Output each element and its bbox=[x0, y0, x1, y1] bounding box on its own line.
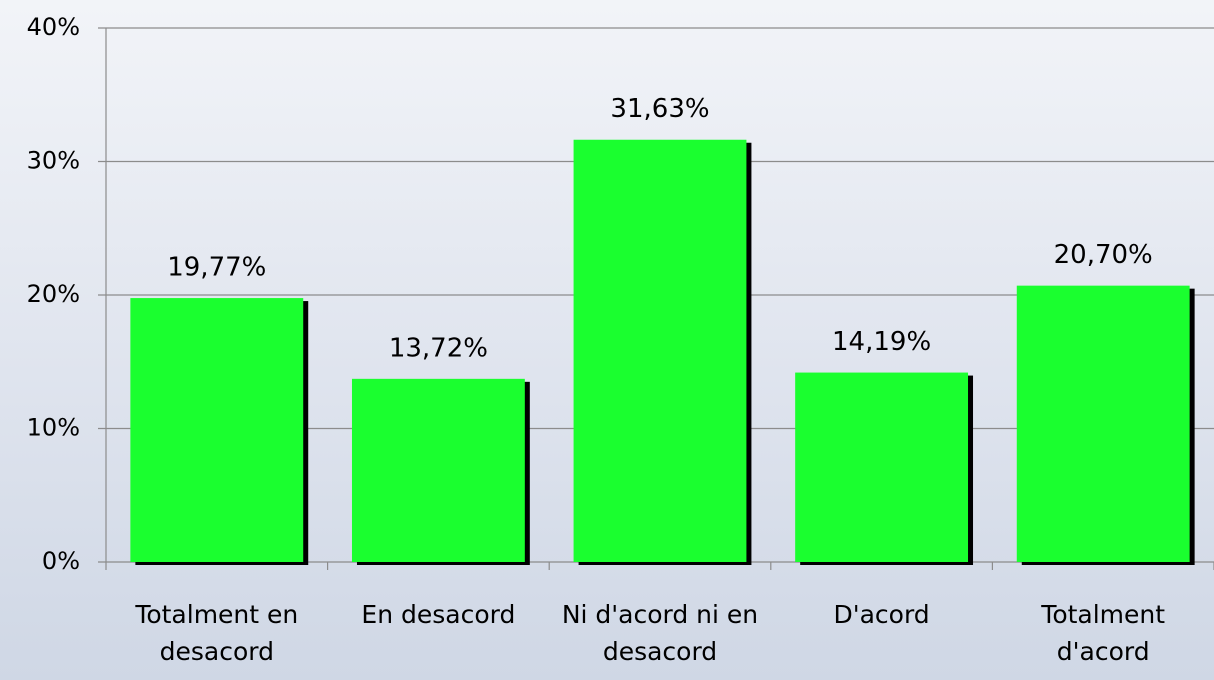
data-label: 31,63% bbox=[610, 94, 709, 124]
data-label: 14,19% bbox=[832, 327, 931, 357]
y-tick-label: 40% bbox=[27, 13, 80, 41]
data-label: 19,77% bbox=[167, 253, 266, 283]
data-label: 20,70% bbox=[1054, 240, 1153, 270]
data-label: 13,72% bbox=[389, 333, 488, 363]
bar bbox=[795, 372, 969, 562]
bar bbox=[130, 298, 304, 562]
bar bbox=[573, 139, 747, 562]
y-tick-label: 20% bbox=[27, 280, 80, 308]
bar bbox=[351, 378, 525, 562]
x-tick-label: Ni d'acord ni en desacord bbox=[561, 600, 759, 666]
y-tick-label: 0% bbox=[42, 547, 80, 575]
x-tick-label: En desacord bbox=[361, 600, 516, 629]
bar bbox=[1016, 285, 1190, 562]
y-tick-label: 30% bbox=[27, 147, 80, 175]
x-tick-label: Totalment en desacord bbox=[135, 600, 299, 666]
y-tick-label: 10% bbox=[27, 414, 80, 442]
x-tick-label: D'acord bbox=[833, 600, 930, 629]
x-tick-label: Totalment d'acord bbox=[1041, 600, 1166, 666]
